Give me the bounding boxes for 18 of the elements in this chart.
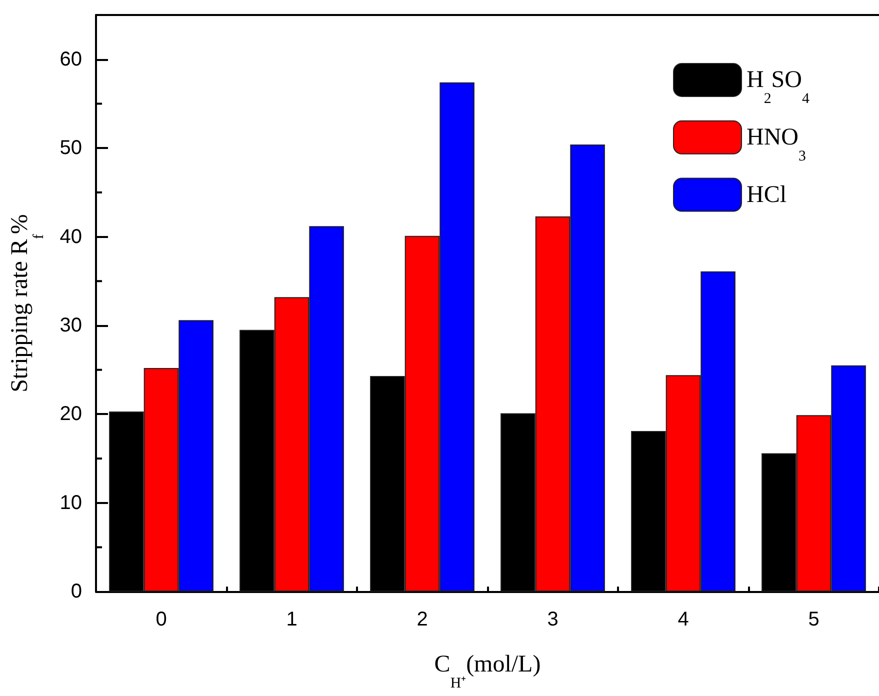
x-tick-label: 3 xyxy=(547,608,558,631)
y-tick-label: 20 xyxy=(60,403,82,426)
y-tick-label: 40 xyxy=(60,226,82,248)
x-tick-label: 4 xyxy=(678,608,689,631)
x-axis-title: CH⁺(mol/L) xyxy=(434,652,541,692)
legend-label: HNO3 xyxy=(746,124,806,164)
y-tick-label: 10 xyxy=(60,492,82,514)
x-tick-label: 2 xyxy=(416,608,428,631)
y-tick-label: 0 xyxy=(70,580,82,603)
y-axis-title: Stripping rate Rf% xyxy=(7,214,47,392)
legend-label: HCl xyxy=(746,182,787,208)
x-tick-label: 5 xyxy=(808,608,820,631)
y-tick-label: 60 xyxy=(60,48,82,70)
y-tick-label: 50 xyxy=(60,137,82,160)
x-tick-label: 1 xyxy=(286,608,298,631)
legend-label: H2SO4 xyxy=(746,67,810,107)
y-tick-label: 30 xyxy=(60,314,82,336)
x-tick-label: 0 xyxy=(156,608,167,631)
